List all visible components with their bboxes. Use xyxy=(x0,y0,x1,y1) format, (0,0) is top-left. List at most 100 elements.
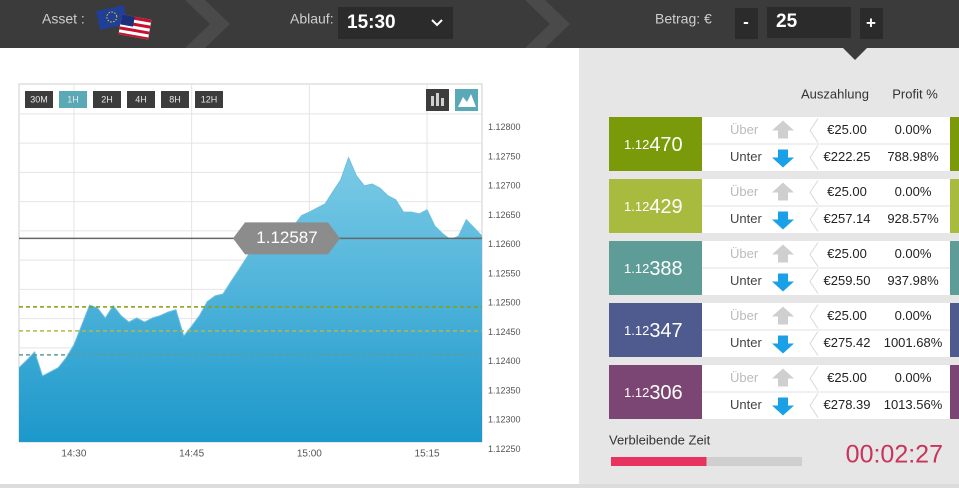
area-icon xyxy=(458,94,476,107)
timeframe-button[interactable] xyxy=(195,91,223,108)
strike-suffix: 347 xyxy=(649,320,682,342)
asset-label: Asset : xyxy=(42,11,85,27)
up-profit: 0.00% xyxy=(895,122,932,137)
y-tick-label: 1.12800 xyxy=(488,122,521,132)
x-tick-label: 14:30 xyxy=(61,449,86,460)
up-arrow xyxy=(772,368,794,387)
row-strip xyxy=(950,365,959,419)
strike-box xyxy=(609,241,702,295)
strike-prefix: 1.12 xyxy=(624,385,649,400)
up-label: Über xyxy=(730,184,759,199)
header-chevron xyxy=(185,0,230,48)
down-payout: €278.39 xyxy=(824,397,871,412)
up-arrow xyxy=(772,306,794,325)
progress-fill xyxy=(611,457,707,466)
strike-box xyxy=(609,303,702,357)
down-arrow xyxy=(772,397,794,416)
timeframe-label: 1H xyxy=(67,94,79,104)
down-label: Unter xyxy=(730,211,762,226)
down-arrow xyxy=(772,273,794,292)
timeframe-label: 2H xyxy=(101,94,113,104)
up-label: Über xyxy=(730,370,759,385)
y-tick-label: 1.12600 xyxy=(488,239,521,249)
header-chevron xyxy=(525,0,570,48)
up-label: Über xyxy=(730,308,759,323)
up-arrow xyxy=(772,182,794,201)
y-tick-label: 1.12700 xyxy=(488,181,521,191)
amount-plus-button[interactable] xyxy=(860,8,883,39)
y-tick-label: 1.12300 xyxy=(488,415,521,425)
up-profit: 0.00% xyxy=(895,246,932,261)
expiry-value: 15:30 xyxy=(347,12,396,33)
up-profit: 0.00% xyxy=(895,370,932,385)
strike: 1.12470 xyxy=(624,134,683,156)
row-strip xyxy=(950,303,959,357)
down-label: Unter xyxy=(730,149,762,164)
up-payout: €25.00 xyxy=(827,308,867,323)
cell-edge xyxy=(809,304,819,329)
timer-label: Verbleibende Zeit xyxy=(609,432,711,447)
amount-minus-button[interactable] xyxy=(735,8,758,39)
cell-edge xyxy=(809,242,819,267)
x-tick-label: 15:00 xyxy=(297,449,322,460)
down-arrow xyxy=(772,211,794,230)
amount-plus: + xyxy=(866,13,876,32)
timeframe-label: 30M xyxy=(30,94,48,104)
strike-suffix: 429 xyxy=(649,196,682,218)
up-payout: €25.00 xyxy=(827,246,867,261)
strike: 1.12388 xyxy=(624,258,683,280)
row-strip xyxy=(950,117,959,171)
strike: 1.12306 xyxy=(624,382,683,404)
cell-edge xyxy=(809,269,819,294)
up-arrow xyxy=(772,120,794,139)
cell-edge xyxy=(809,180,819,205)
down-payout: €275.42 xyxy=(824,335,871,350)
timeframe-button[interactable] xyxy=(161,91,189,108)
amount-label: Betrag: € xyxy=(655,11,712,27)
timeframe-label: 8H xyxy=(169,94,181,104)
down-label: Unter xyxy=(730,397,762,412)
down-profit: 788.98% xyxy=(887,149,939,164)
y-tick-label: 1.12250 xyxy=(488,444,521,454)
cell-edge xyxy=(809,207,819,232)
strike-box xyxy=(609,117,702,171)
strike-prefix: 1.12 xyxy=(624,323,649,338)
cell-edge xyxy=(809,393,819,418)
timeframe-button[interactable] xyxy=(25,91,53,108)
up-profit: 0.00% xyxy=(895,308,932,323)
row-strip xyxy=(950,241,959,295)
y-tick-label: 1.12450 xyxy=(488,327,521,337)
timeframe-button[interactable] xyxy=(59,91,87,108)
strike-suffix: 388 xyxy=(649,258,682,280)
cell-edge xyxy=(809,331,819,356)
strike: 1.12429 xyxy=(624,196,683,218)
area-chart-toggle[interactable] xyxy=(455,89,478,111)
up-label: Über xyxy=(730,122,759,137)
timeframe-button[interactable] xyxy=(127,91,155,108)
up-arrow xyxy=(772,244,794,263)
up-payout: €25.00 xyxy=(827,184,867,199)
strike-prefix: 1.12 xyxy=(624,137,649,152)
timeframe-label: 4H xyxy=(135,94,147,104)
amount-input[interactable] xyxy=(767,7,851,38)
timeframe-label: 12H xyxy=(201,94,218,104)
down-profit: 1001.68% xyxy=(884,335,943,350)
expiry-label: Ablauf: xyxy=(290,11,334,27)
x-tick-label: 15:15 xyxy=(415,449,440,460)
price-tag xyxy=(233,222,340,255)
up-label: Über xyxy=(730,246,759,261)
strike-box xyxy=(609,179,702,233)
timeframe-button[interactable] xyxy=(93,91,121,108)
down-arrow xyxy=(772,149,794,168)
y-tick-label: 1.12550 xyxy=(488,268,521,278)
down-payout: €259.50 xyxy=(824,273,871,288)
strike-prefix: 1.12 xyxy=(624,261,649,276)
strike-suffix: 470 xyxy=(649,134,682,156)
asset-flags[interactable] xyxy=(96,5,152,40)
select-caret xyxy=(431,19,443,27)
down-label: Unter xyxy=(730,273,762,288)
down-profit: 928.57% xyxy=(887,211,939,226)
